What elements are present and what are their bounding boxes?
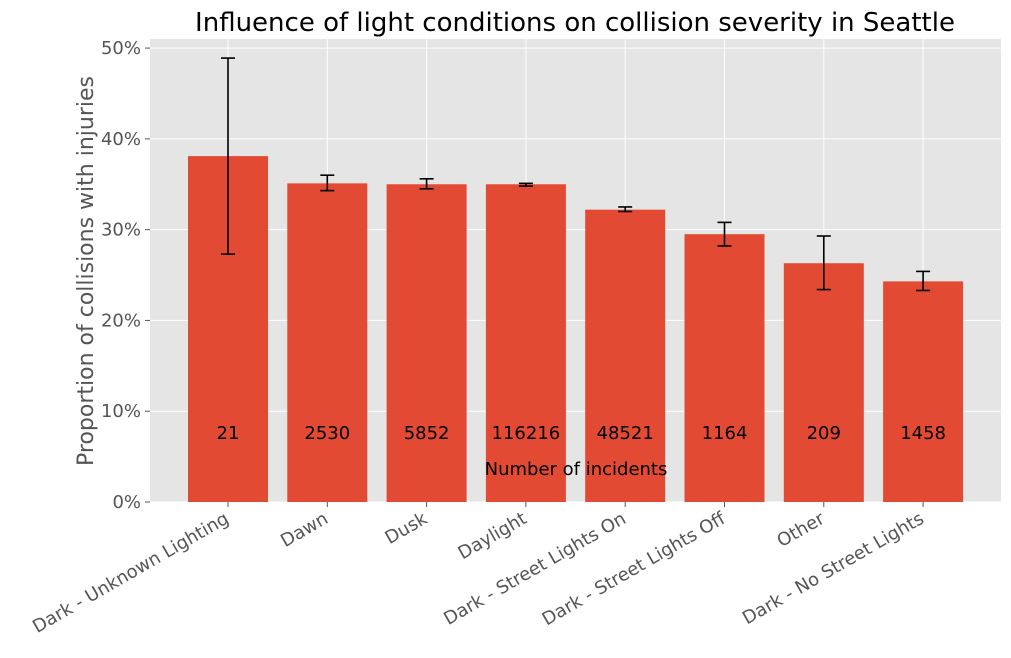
y-axis-ticks: 0% 10% 20% 30% 40% 50% (101, 38, 150, 513)
count-label: 2530 (304, 423, 350, 444)
y-tick-label: 0% (112, 492, 141, 513)
x-tick-label: Daylight (455, 508, 531, 564)
bar (783, 263, 864, 502)
y-axis-label: Proportion of collisions with injuries (74, 76, 99, 466)
plot-area (150, 39, 1001, 502)
y-tick-label: 40% (101, 129, 141, 150)
count-label: 1458 (900, 423, 946, 444)
x-tick-label: Dark - Street Lights On (440, 508, 629, 630)
bars (188, 156, 964, 503)
x-tick-label: Dawn (277, 508, 332, 552)
bar (684, 234, 765, 502)
y-tick-label: 30% (101, 220, 141, 241)
y-tick-label: 20% (101, 310, 141, 331)
counts-annotation: Number of incidents (485, 459, 668, 480)
x-tick-label: Dark - Unknown Lighting (29, 508, 232, 638)
bar (883, 281, 964, 502)
count-label: 5852 (404, 423, 450, 444)
bar (485, 184, 566, 503)
count-label: 21 (217, 423, 240, 444)
count-label: 1164 (702, 423, 748, 444)
bar (386, 184, 467, 503)
x-tick-label: Dark - Street Lights Off (539, 508, 730, 630)
x-axis-ticks: Dark - Unknown Lighting Dawn Dusk DaylightD… (29, 502, 928, 638)
bar (585, 209, 666, 503)
x-tick-label: Other (774, 508, 829, 552)
count-label: 209 (807, 423, 841, 444)
y-tick-label: 50% (101, 38, 141, 59)
count-labels: 21 2530 5852 116216 48521 1164 209 1458 (217, 423, 946, 444)
x-tick-label: Dusk (382, 508, 432, 549)
count-label: 116216 (492, 423, 561, 444)
chart-title: Influence of light conditions on collisi… (195, 8, 955, 38)
error-bars (221, 57, 931, 292)
count-label: 48521 (597, 423, 654, 444)
x-tick-label: Dark - No Street Lights (739, 508, 928, 629)
y-tick-label: 10% (101, 401, 141, 422)
bar (287, 183, 368, 503)
